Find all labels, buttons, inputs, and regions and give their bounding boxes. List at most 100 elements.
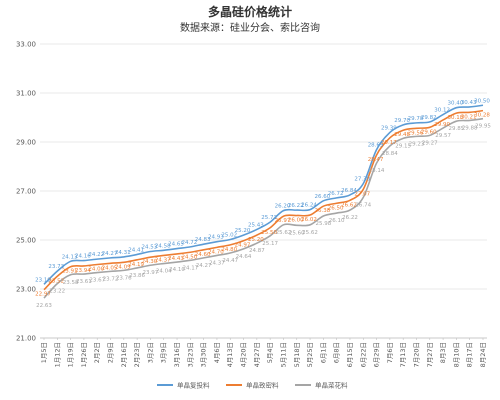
data-label: 26.00 [288, 218, 304, 224]
data-label: 23.19 [35, 277, 51, 283]
data-label: 23.91 [62, 269, 78, 275]
data-label: 25.20 [248, 237, 264, 243]
data-label: 24.60 [195, 252, 211, 258]
data-label: 29.78 [408, 116, 424, 122]
series-lines [43, 104, 484, 299]
x-tick-label: 7月20日 [412, 342, 420, 367]
y-tick-label: 31.00 [16, 90, 36, 98]
x-tick-label: 3月23日 [186, 342, 194, 367]
x-tick-label: 8月10日 [452, 342, 460, 367]
data-label: 29.95 [475, 124, 491, 130]
x-tick-label: 5月18日 [293, 342, 301, 367]
data-label: 29.27 [422, 140, 438, 146]
data-label: 25.17 [262, 241, 278, 247]
data-label: 24.04 [156, 269, 172, 275]
data-label: 23.22 [49, 289, 65, 295]
data-label: 29.17 [381, 140, 397, 146]
data-label: 29.90 [434, 122, 450, 128]
data-label: 24.47 [222, 258, 238, 264]
data-label: 25.02 [221, 233, 237, 239]
y-tick-label: 33.00 [16, 41, 36, 49]
y-tick-label: 23.00 [16, 286, 36, 294]
x-tick-label: 1月12日 [53, 342, 61, 367]
data-label: 25.50 [261, 230, 277, 236]
data-label: 26.60 [314, 194, 330, 200]
x-tick-label: 4月27日 [253, 342, 261, 367]
data-label: 24.65 [168, 242, 184, 248]
series-line-3 [43, 117, 484, 299]
data-label: 25.60 [289, 230, 305, 236]
y-tick-label: 27.00 [16, 188, 36, 196]
y-tick-label: 25.00 [16, 237, 36, 245]
data-label: 29.70 [394, 118, 410, 124]
data-label: 26.22 [288, 203, 304, 209]
data-label: 29.82 [421, 115, 437, 121]
data-label: 25.20 [235, 228, 251, 234]
data-label: 23.58 [63, 280, 79, 286]
data-label: 24.41 [128, 247, 144, 253]
x-tick-label: 6月8日 [333, 342, 341, 363]
data-label: 24.30 [142, 259, 158, 265]
y-tick-label: 21.00 [16, 335, 36, 343]
x-tick-label: 8月3日 [439, 342, 447, 363]
data-label: 29.60 [421, 129, 437, 135]
data-label: 24.17 [182, 265, 198, 271]
data-labels: 23.1923.7324.1324.1624.2224.2724.3124.41… [35, 98, 491, 309]
x-tick-label: 8月24日 [479, 342, 487, 367]
x-axis: 1月5日 1月12日 1月19日 1月26日 2月2日 2月9日 2月16日 2月23日 3月2… [40, 337, 487, 367]
x-tick-label: 6月22日 [359, 342, 367, 367]
data-label: 24.27 [102, 251, 118, 257]
data-label: 23.76 [116, 275, 132, 281]
chart-subtitle: 数据来源：硅业分会、索比咨询 [180, 21, 320, 34]
data-label: 28.47 [368, 157, 384, 163]
data-label: 23.52 [48, 278, 64, 284]
x-tick-label: 1月19日 [67, 342, 75, 367]
grid-lines [40, 43, 487, 339]
data-label: 25.97 [275, 218, 291, 224]
data-label: 26.10 [329, 218, 345, 224]
data-label: 25.62 [276, 230, 292, 236]
x-tick-label: 1月5日 [40, 342, 48, 363]
data-label: 24.93 [208, 235, 224, 241]
legend: 单晶复投料 单晶致密料 单晶菜花料 [157, 381, 348, 390]
x-tick-label: 2月2日 [93, 342, 101, 363]
series-line-2 [43, 109, 484, 291]
data-label: 24.64 [236, 254, 252, 260]
data-label: 26.62 [341, 202, 357, 208]
data-label: 30.21 [461, 114, 477, 120]
y-axis: 21.00 23.00 25.00 27.00 29.00 31.00 33.00 [16, 41, 36, 343]
data-label: 24.16 [75, 254, 91, 260]
data-label: 25.73 [261, 215, 277, 221]
x-tick-label: 5月25日 [306, 342, 314, 367]
x-tick-label: 7月27日 [426, 342, 434, 367]
data-label: 29.56 [408, 130, 424, 136]
data-label: 24.72 [181, 240, 197, 246]
data-label: 26.84 [341, 188, 357, 194]
data-label: 23.72 [103, 276, 119, 282]
legend-label-1: 单晶复投料 [177, 381, 210, 390]
x-tick-label: 7月6日 [386, 342, 394, 363]
data-label: 25.98 [315, 221, 331, 227]
data-label: 26.20 [275, 204, 291, 210]
data-label: 28.14 [369, 168, 385, 174]
data-label: 24.22 [88, 252, 104, 258]
x-tick-label: 5月4日 [266, 342, 274, 363]
data-label: 24.13 [62, 254, 78, 260]
x-tick-label: 7月13日 [399, 342, 407, 367]
x-tick-label: 6月15日 [346, 342, 354, 367]
data-label: 24.97 [235, 243, 251, 249]
data-label: 29.48 [394, 132, 410, 138]
data-label: 23.67 [89, 278, 105, 284]
data-label: 26.24 [301, 203, 317, 209]
data-label: 25.43 [248, 222, 264, 228]
series-line-1 [43, 104, 484, 285]
x-tick-label: 1月26日 [80, 342, 88, 367]
data-label: 23.94 [75, 268, 91, 274]
data-label: 24.37 [155, 257, 171, 263]
data-label: 24.27 [196, 263, 212, 269]
data-label: 23.97 [143, 270, 159, 276]
data-label: 23.61 [76, 279, 92, 285]
data-label: 29.88 [462, 125, 478, 131]
data-label: 23.73 [48, 264, 64, 270]
